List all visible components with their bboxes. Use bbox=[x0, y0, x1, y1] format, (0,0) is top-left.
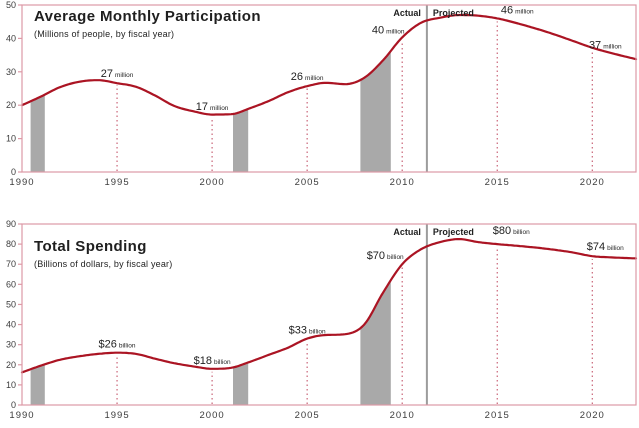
participation-title-block: Average Monthly Participation (Millions … bbox=[34, 8, 261, 39]
y-axis-tick-label: 80 bbox=[6, 239, 16, 249]
y-axis-tick-label: 10 bbox=[6, 134, 16, 144]
data-callout-label: $80 billion bbox=[493, 225, 530, 237]
y-axis-tick-label: 10 bbox=[6, 380, 16, 390]
x-axis-tick-label: 1995 bbox=[104, 410, 129, 421]
plot-frame bbox=[21, 4, 637, 173]
plot-frame bbox=[21, 223, 637, 406]
y-axis-tick-label: 20 bbox=[6, 360, 16, 370]
data-callout-label: 26 million bbox=[291, 71, 324, 83]
x-axis-tick-label: 1995 bbox=[104, 177, 129, 188]
recession-band bbox=[30, 94, 45, 172]
x-axis-tick-label: 2015 bbox=[485, 177, 510, 188]
recession-band bbox=[233, 108, 249, 172]
x-axis-tick-label: 2020 bbox=[580, 410, 605, 421]
data-callout-label: $33 billion bbox=[289, 325, 326, 337]
x-axis-tick-label: 2015 bbox=[485, 410, 510, 421]
x-axis-tick-label: 1990 bbox=[9, 177, 34, 188]
participation-chart-subtitle: (Millions of people, by fiscal year) bbox=[34, 28, 175, 39]
data-curve bbox=[20, 238, 638, 374]
y-axis-tick-label: 50 bbox=[6, 299, 16, 309]
spending-chart: 0 10 20 30 40 50 60 70 80 90 1990 1995 2000 2005 2010 2… bbox=[6, 219, 638, 421]
x-axis-tick-label: 2010 bbox=[390, 410, 415, 421]
x-axis-tick-label: 2000 bbox=[200, 410, 225, 421]
spending-title-block: Total Spending (Billions of dollars, by … bbox=[34, 238, 173, 269]
y-axis-tick-label: 90 bbox=[6, 219, 16, 229]
y-axis-tick-label: 70 bbox=[6, 259, 16, 269]
y-axis-tick-label: 60 bbox=[6, 279, 16, 289]
data-callout-label: 37 million bbox=[589, 39, 622, 51]
data-callout-label: $18 billion bbox=[194, 355, 231, 367]
data-callout-label: 27 million bbox=[101, 68, 134, 80]
x-axis-tick-label: 2005 bbox=[295, 410, 320, 421]
data-curve bbox=[20, 13, 638, 116]
spending-chart-subtitle: (Billions of dollars, by fiscal year) bbox=[34, 258, 173, 269]
recession-band bbox=[360, 280, 391, 405]
spending-chart-title: Total Spending bbox=[34, 238, 147, 255]
y-axis-tick-label: 0 bbox=[11, 167, 16, 177]
data-callout-label: $74 billion bbox=[587, 241, 624, 253]
x-axis-tick-label: 2010 bbox=[390, 177, 415, 188]
actual-label: Actual bbox=[393, 227, 421, 237]
y-axis-tick-label: 30 bbox=[6, 340, 16, 350]
x-axis-tick-label: 2000 bbox=[200, 177, 225, 188]
data-callout-label: 46 million bbox=[501, 4, 534, 16]
data-callout-label: $70 billion bbox=[367, 250, 404, 262]
data-callout-label: 17 million bbox=[196, 101, 229, 113]
data-callout-label: $26 billion bbox=[99, 339, 136, 351]
actual-label: Actual bbox=[393, 8, 421, 18]
y-axis-tick-label: 20 bbox=[6, 100, 16, 110]
projected-label: Projected bbox=[433, 8, 474, 18]
participation-chart: 0 10 20 30 40 50 1990 1995 2000 2005 2010 2015 2020 A… bbox=[6, 0, 638, 188]
recession-band bbox=[233, 362, 249, 405]
y-axis-tick-label: 30 bbox=[6, 67, 16, 77]
data-callout-label: 40 million bbox=[372, 24, 405, 36]
participation-chart-title: Average Monthly Participation bbox=[34, 8, 261, 25]
y-axis-tick-label: 0 bbox=[11, 400, 16, 410]
x-axis-tick-label: 1990 bbox=[9, 410, 34, 421]
recession-band bbox=[30, 364, 45, 405]
projected-label: Projected bbox=[433, 227, 474, 237]
y-axis-tick-label: 40 bbox=[6, 33, 16, 43]
recession-band bbox=[360, 51, 391, 172]
x-axis-tick-label: 2005 bbox=[295, 177, 320, 188]
y-axis-tick-label: 40 bbox=[6, 320, 16, 330]
x-axis-tick-label: 2020 bbox=[580, 177, 605, 188]
y-axis-tick-label: 50 bbox=[6, 0, 16, 10]
